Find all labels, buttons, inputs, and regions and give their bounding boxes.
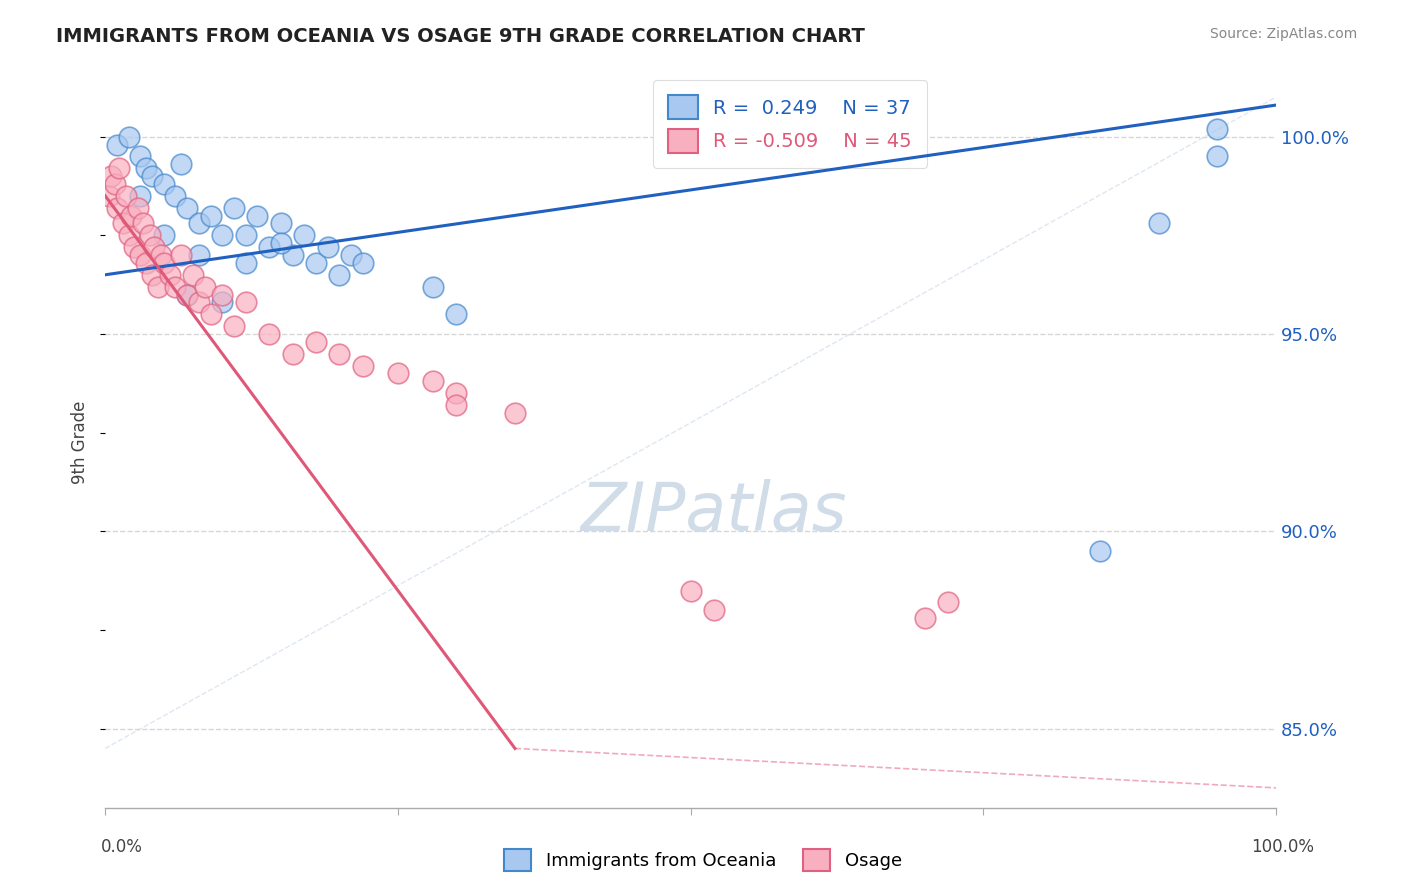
Point: [222, 319, 245, 334]
Point: [257, 240, 280, 254]
Point: [131, 217, 153, 231]
Point: [165, 279, 187, 293]
Point: [352, 256, 374, 270]
Point: [129, 189, 152, 203]
Point: [281, 347, 304, 361]
Point: [108, 161, 131, 176]
Text: Source: ZipAtlas.com: Source: ZipAtlas.com: [1209, 27, 1357, 41]
Point: [281, 248, 304, 262]
Point: [138, 228, 160, 243]
Point: [176, 201, 198, 215]
Point: [129, 149, 152, 163]
Point: [422, 375, 444, 389]
Point: [141, 268, 163, 282]
Point: [305, 256, 328, 270]
Point: [422, 279, 444, 293]
Point: [146, 279, 169, 293]
Point: [503, 406, 526, 420]
Point: [141, 169, 163, 183]
Point: [446, 386, 468, 401]
Point: [328, 268, 350, 282]
Point: [152, 177, 174, 191]
Point: [316, 240, 339, 254]
Point: [111, 217, 134, 231]
Point: [328, 347, 350, 361]
Point: [211, 228, 233, 243]
Point: [143, 240, 166, 254]
Point: [1090, 544, 1112, 558]
Point: [176, 287, 198, 301]
Point: [257, 326, 280, 341]
Point: [352, 359, 374, 373]
Text: IMMIGRANTS FROM OCEANIA VS OSAGE 9TH GRADE CORRELATION CHART: IMMIGRANTS FROM OCEANIA VS OSAGE 9TH GRA…: [56, 27, 865, 45]
Point: [914, 611, 936, 625]
Point: [181, 268, 204, 282]
Point: [235, 295, 257, 310]
Point: [235, 228, 257, 243]
Legend: R =  0.249    N = 37, R = -0.509    N = 45: R = 0.249 N = 37, R = -0.509 N = 45: [652, 80, 928, 168]
Point: [152, 228, 174, 243]
Point: [187, 295, 209, 310]
Point: [103, 177, 125, 191]
Text: ZIPatlas: ZIPatlas: [581, 479, 848, 545]
Point: [117, 129, 139, 144]
Point: [187, 217, 209, 231]
Point: [127, 201, 149, 215]
Point: [105, 201, 128, 215]
Point: [170, 157, 193, 171]
Point: [105, 137, 128, 152]
Point: [446, 307, 468, 321]
Point: [340, 248, 363, 262]
Point: [159, 268, 181, 282]
Point: [270, 236, 292, 251]
Point: [235, 256, 257, 270]
Point: [165, 189, 187, 203]
Point: [200, 307, 222, 321]
Point: [1206, 149, 1229, 163]
Text: 0.0%: 0.0%: [101, 838, 143, 855]
Point: [124, 240, 146, 254]
Y-axis label: 9th Grade: 9th Grade: [72, 401, 89, 484]
Point: [703, 603, 725, 617]
Point: [936, 595, 959, 609]
Point: [187, 248, 209, 262]
Point: [170, 248, 193, 262]
Point: [129, 248, 152, 262]
Point: [200, 209, 222, 223]
Point: [150, 248, 173, 262]
Point: [135, 161, 157, 176]
Point: [387, 367, 409, 381]
Point: [135, 256, 157, 270]
Point: [120, 209, 142, 223]
Point: [152, 256, 174, 270]
Point: [115, 189, 138, 203]
Point: [246, 209, 269, 223]
Point: [100, 169, 122, 183]
Point: [305, 334, 328, 349]
Point: [270, 217, 292, 231]
Point: [194, 279, 217, 293]
Point: [211, 295, 233, 310]
Point: [176, 287, 198, 301]
Point: [679, 583, 702, 598]
Point: [117, 228, 139, 243]
Point: [292, 228, 315, 243]
Point: [211, 287, 233, 301]
Point: [1206, 121, 1229, 136]
Point: [97, 189, 120, 203]
Text: 100.0%: 100.0%: [1251, 838, 1315, 855]
Point: [222, 201, 245, 215]
Point: [446, 398, 468, 412]
Point: [1147, 217, 1170, 231]
Legend: Immigrants from Oceania, Osage: Immigrants from Oceania, Osage: [496, 842, 910, 879]
